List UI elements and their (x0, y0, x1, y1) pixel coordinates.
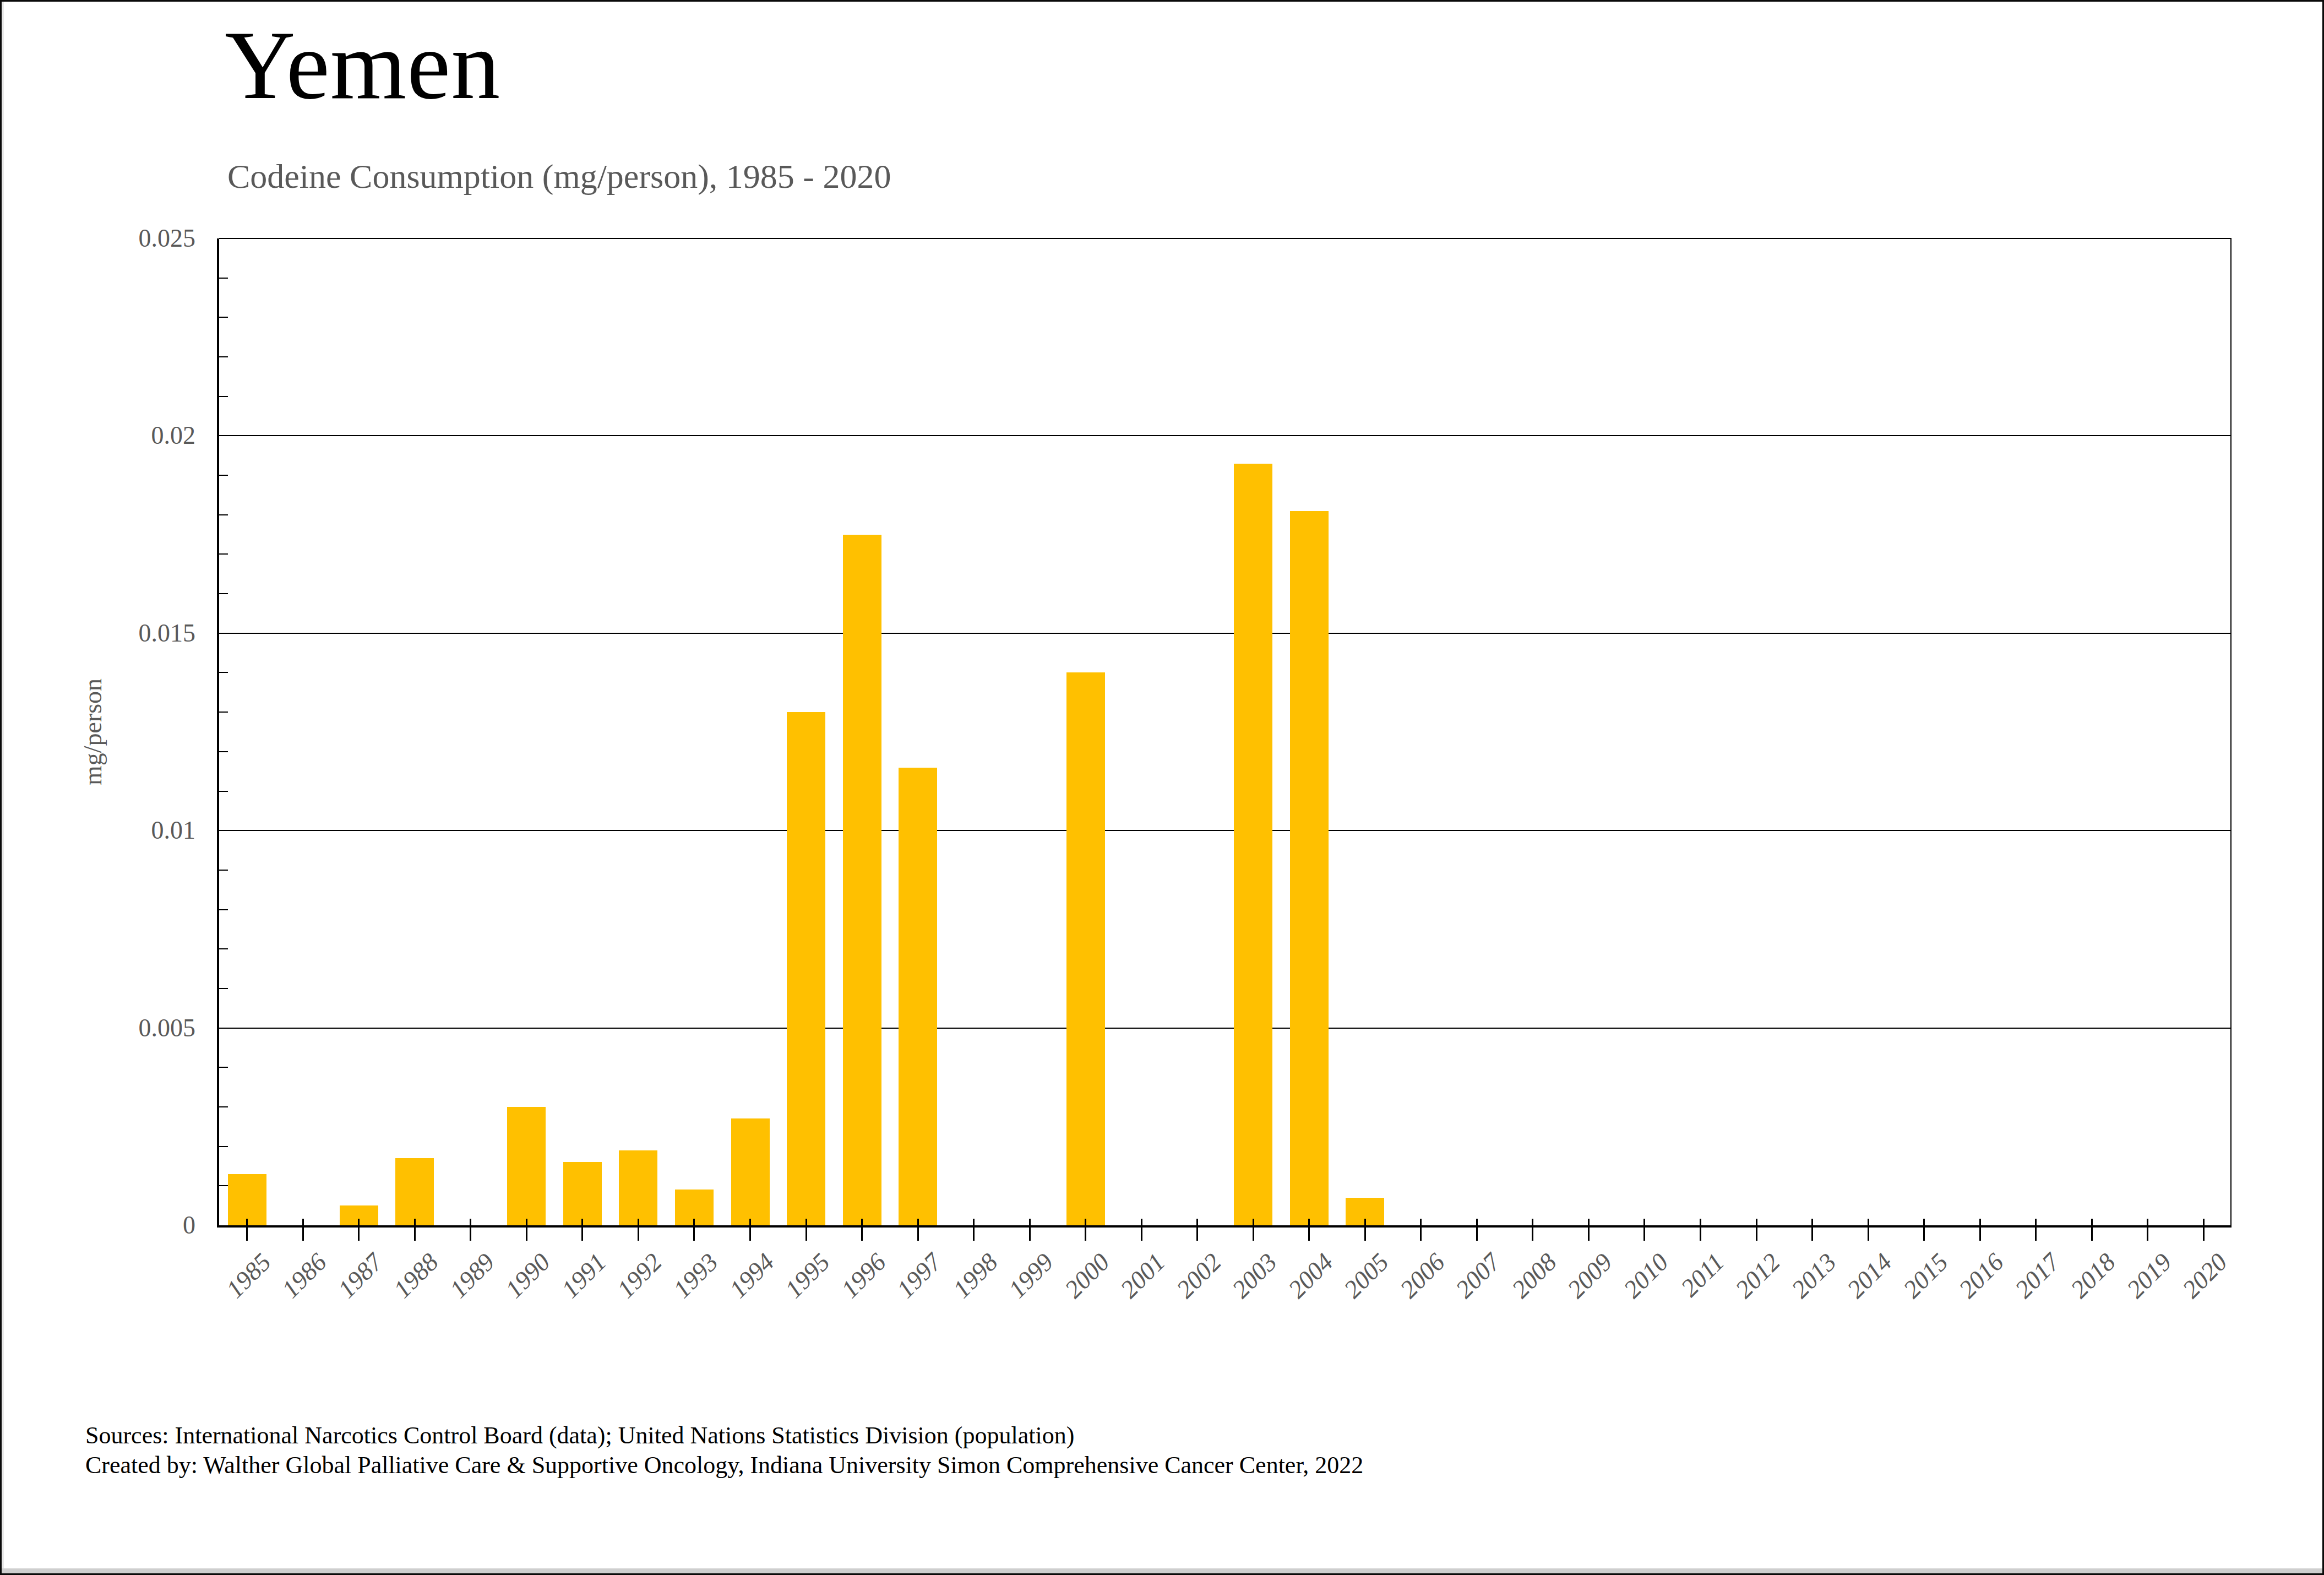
y-minor-tick (219, 317, 228, 318)
x-tick (1476, 1219, 1478, 1241)
y-minor-tick (219, 909, 228, 910)
x-tick (1868, 1219, 1869, 1241)
y-minor-tick (219, 1106, 228, 1107)
bar-1994 (731, 1118, 770, 1225)
x-tick (861, 1219, 863, 1241)
y-minor-tick (219, 1146, 228, 1147)
x-tick (1923, 1219, 1925, 1241)
x-tick (358, 1219, 360, 1241)
y-minor-tick (219, 988, 228, 989)
x-tick (2035, 1219, 2037, 1241)
y-minor-tick (219, 1185, 228, 1186)
x-tick (805, 1219, 807, 1241)
x-tick-label-text: 2020 (2176, 1247, 2233, 1304)
y-minor-tick (219, 870, 228, 871)
x-tick (973, 1219, 975, 1241)
y-gridline (219, 435, 2232, 436)
x-tick (1141, 1219, 1142, 1241)
y-minor-tick (219, 791, 228, 792)
bar-1991 (563, 1162, 602, 1225)
x-tick (1643, 1219, 1645, 1241)
x-tick (2147, 1219, 2148, 1241)
x-tick (1253, 1219, 1254, 1241)
x-tick (470, 1219, 471, 1241)
bar-1985 (228, 1174, 266, 1225)
y-minor-tick (219, 396, 228, 397)
y-tick-label: 0 (58, 1210, 195, 1241)
bar-2003 (1234, 464, 1272, 1225)
sources-text: Sources: International Narcotics Control… (85, 1421, 1074, 1449)
y-minor-tick (219, 514, 228, 515)
x-tick (693, 1219, 695, 1241)
chart-window: Yemen Codeine Consumption (mg/person), 1… (0, 0, 2324, 1575)
y-gridline (219, 1028, 2232, 1029)
y-tick-label: 0.015 (58, 618, 195, 649)
x-tick (246, 1219, 248, 1241)
bar-1988 (395, 1158, 434, 1225)
y-gridline (219, 633, 2232, 634)
x-tick (1700, 1219, 1701, 1241)
y-gridline (219, 830, 2232, 831)
page-title: Yemen (225, 14, 500, 117)
y-minor-tick (219, 948, 228, 949)
x-tick (917, 1219, 919, 1241)
y-minor-tick (219, 278, 228, 279)
x-tick (1532, 1219, 1533, 1241)
x-tick (1979, 1219, 1981, 1241)
y-gridline (219, 238, 2232, 239)
bar-2000 (1066, 672, 1105, 1225)
bar-1997 (899, 768, 937, 1225)
chart-subtitle: Codeine Consumption (mg/person), 1985 - … (227, 157, 891, 196)
y-minor-tick (219, 553, 228, 555)
x-tick (526, 1219, 527, 1241)
y-minor-tick (219, 751, 228, 752)
bar-1990 (507, 1107, 546, 1225)
x-tick (1588, 1219, 1590, 1241)
x-tick (414, 1219, 416, 1241)
y-axis-title: mg/person (78, 678, 107, 785)
bar-1995 (787, 712, 825, 1225)
x-tick (1196, 1219, 1198, 1241)
x-tick (1756, 1219, 1757, 1241)
y-minor-tick (219, 712, 228, 713)
x-axis-line (217, 1225, 2232, 1228)
x-tick (1308, 1219, 1310, 1241)
plot-area: 00.0050.010.0150.020.0251985198619871988… (219, 238, 2232, 1225)
y-axis-line (217, 238, 219, 1228)
y-tick-label: 0.02 (58, 420, 195, 451)
x-tick (1029, 1219, 1031, 1241)
x-tick (2203, 1219, 2205, 1241)
x-tick (749, 1219, 751, 1241)
x-tick (1364, 1219, 1366, 1241)
plot-right-border (2230, 238, 2232, 1225)
y-tick-label: 0.01 (58, 815, 195, 846)
y-tick-label: 0.005 (58, 1013, 195, 1044)
x-tick (302, 1219, 304, 1241)
x-tick (1085, 1219, 1086, 1241)
x-tick (2091, 1219, 2093, 1241)
bar-2004 (1290, 511, 1329, 1225)
y-tick-label: 0.025 (58, 223, 195, 254)
y-minor-tick (219, 1067, 228, 1068)
created-by-text: Created by: Walther Global Palliative Ca… (85, 1451, 1363, 1479)
x-tick (638, 1219, 639, 1241)
bar-1996 (843, 535, 881, 1225)
bar-1992 (619, 1150, 657, 1225)
y-minor-tick (219, 475, 228, 476)
x-tick (1420, 1219, 1422, 1241)
y-minor-tick (219, 672, 228, 673)
y-minor-tick (219, 356, 228, 357)
x-tick (581, 1219, 583, 1241)
x-tick (1811, 1219, 1813, 1241)
x-tick-label: 2020 (2025, 1247, 2212, 1277)
y-minor-tick (219, 593, 228, 594)
